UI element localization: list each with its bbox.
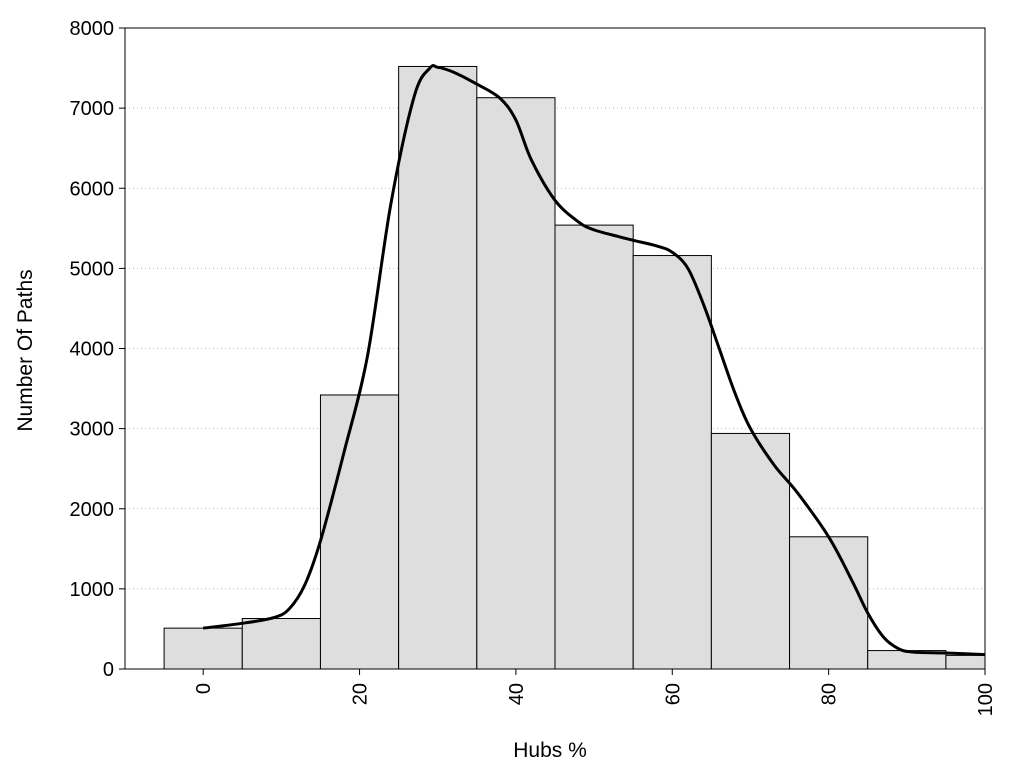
y-axis-label: Number Of Paths (14, 269, 37, 431)
y-tick-label: 0 (103, 659, 114, 681)
y-tick-label: 2000 (70, 499, 115, 521)
x-tick-label: 80 (819, 683, 841, 705)
histogram-bar (789, 536, 869, 670)
x-tick-label: 20 (350, 683, 372, 705)
y-tick-label: 5000 (70, 258, 115, 280)
histogram-bars (163, 65, 986, 670)
density-curve-group (203, 64, 986, 657)
histogram-bar (554, 224, 634, 670)
histogram-bar (241, 618, 321, 670)
x-tick-label: 40 (506, 683, 528, 705)
histogram-bar (945, 654, 986, 670)
histogram-bar (632, 255, 712, 670)
x-axis-label: Hubs % (513, 739, 587, 762)
x-tick-label: 100 (975, 683, 997, 716)
histogram-bar (163, 627, 243, 670)
y-tick-label: 1000 (70, 579, 115, 601)
y-tick-label: 6000 (70, 178, 115, 200)
histogram-bar (319, 394, 400, 670)
x-tick-label: 60 (662, 683, 684, 705)
histogram-bar (476, 97, 556, 670)
density-curve (203, 64, 986, 657)
x-axis-ticks: 0 20 40 60 80 100 (193, 669, 997, 716)
y-tick-label: 7000 (70, 98, 115, 120)
y-tick-label: 3000 (70, 419, 115, 441)
y-tick-label: 4000 (70, 339, 115, 361)
x-tick-label: 0 (193, 683, 215, 694)
y-tick-label: 8000 (70, 18, 115, 40)
histogram-bar (398, 65, 478, 670)
y-axis-ticks: 0 1000 2000 3000 4000 5000 6000 7000 8000 (70, 18, 125, 681)
